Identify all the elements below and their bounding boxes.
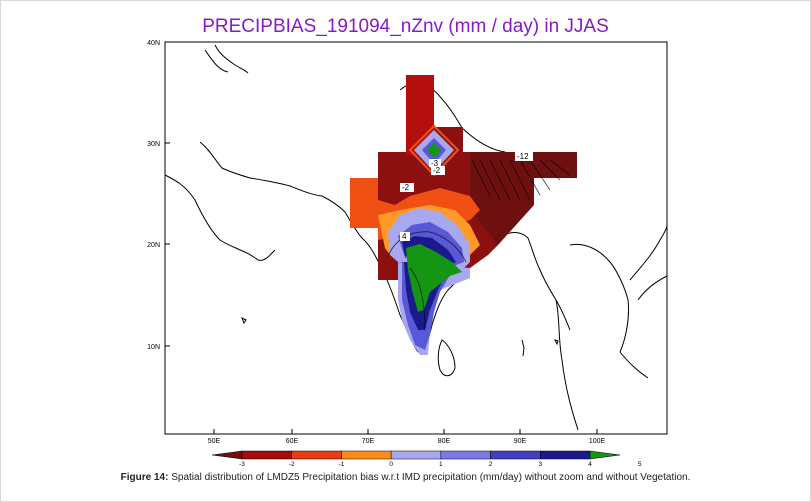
lon-label-100e: 100E (589, 438, 606, 445)
colorbar-box (540, 450, 591, 460)
colorbar-box (440, 450, 491, 460)
colorbar-box (589, 450, 621, 460)
figure-caption: Figure 14: Spatial distribution of LMDZ5… (0, 472, 811, 483)
contour-label: -3 (431, 159, 439, 168)
caption-label: Figure 14: (120, 472, 169, 483)
colorbar-tick-label: 2 (489, 461, 493, 468)
bias-field (350, 75, 577, 355)
lon-label-80e: 80E (438, 438, 451, 445)
colorbar-boxes (211, 450, 621, 460)
colorbar-box (490, 450, 541, 460)
longitude-labels: 50E 60E 70E 80E 90E 100E (208, 438, 606, 445)
map-title: PRECIPBIAS_191094_nZnv (mm / day) in JJA… (202, 16, 609, 37)
contour-label: -2 (402, 183, 410, 192)
colorbar-box (241, 450, 292, 460)
colorbar: -3 -2 -1 0 1 2 3 4 5 (211, 450, 642, 468)
colorbar-tick-label: 4 (588, 461, 592, 468)
lon-label-60e: 60E (286, 438, 299, 445)
colorbar-tick-label: 3 (538, 461, 542, 468)
lat-label-20n: 20N (147, 242, 160, 249)
axis-ticks (165, 41, 598, 434)
colorbar-tick-labels: -3 -2 -1 0 1 2 3 4 5 (239, 461, 642, 468)
contour-lines (387, 159, 571, 331)
colorbar-tick-label: -1 (339, 461, 345, 468)
contour-label: 4 (402, 232, 407, 241)
lat-label-10n: 10N (147, 344, 160, 351)
colorbar-tick-label: 1 (439, 461, 443, 468)
lat-label-30n: 30N (147, 141, 160, 148)
colorbar-tick-label: -3 (239, 461, 245, 468)
lon-label-70e: 70E (362, 438, 375, 445)
caption-text: Spatial distribution of LMDZ5 Precipitat… (171, 472, 691, 483)
lon-label-90e: 90E (514, 438, 527, 445)
colorbar-tick-label: -2 (289, 461, 295, 468)
contour-label: -12 (517, 152, 529, 161)
latitude-labels: 40N 30N 20N 10N (147, 40, 160, 351)
colorbar-tick-label: 0 (389, 461, 393, 468)
coastlines (164, 44, 668, 431)
colorbar-box (211, 450, 243, 460)
contour-label: -2 (433, 166, 441, 175)
colorbar-box (341, 450, 392, 460)
colorbar-tick-label: 5 (638, 461, 642, 468)
lat-label-40n: 40N (147, 40, 160, 47)
contour-label-group: -2 -2 -12 -3 4 (400, 152, 533, 241)
lon-label-50e: 50E (208, 438, 221, 445)
colorbar-box (390, 450, 442, 460)
colorbar-box (291, 450, 342, 460)
